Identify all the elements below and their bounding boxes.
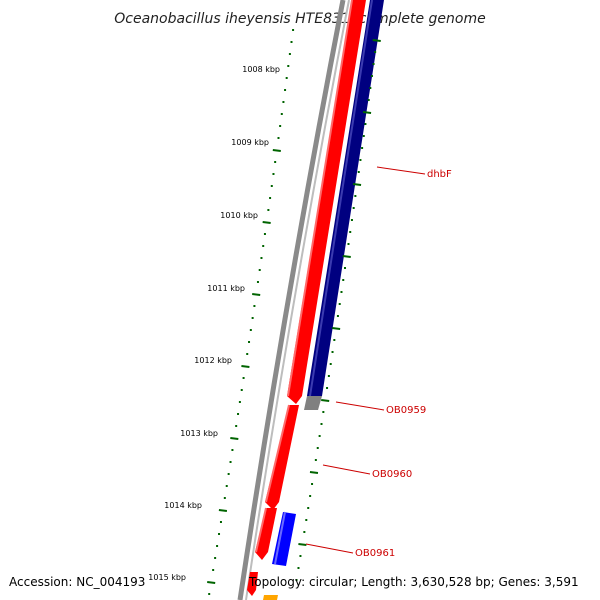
gene-forward-ob0961 bbox=[255, 507, 277, 560]
tick-mark bbox=[362, 111, 372, 114]
kbp-label: 1009 kbp bbox=[231, 138, 269, 147]
tick-mark bbox=[298, 543, 307, 546]
genome-backbone bbox=[237, 0, 350, 600]
kbp-label: 1011 kbp bbox=[207, 284, 245, 293]
tick-mark bbox=[207, 581, 216, 584]
kbp-labels: 1008 kbp 1009 kbp 1010 kbp 1011 kbp 1012… bbox=[148, 65, 280, 582]
gene-forward-ob0960 bbox=[265, 404, 299, 510]
gene-reverse-ob0961-blue bbox=[272, 511, 296, 566]
left-tick-column bbox=[207, 29, 295, 595]
tick-mark bbox=[272, 149, 281, 152]
accession-text: Accession: NC_004193 bbox=[9, 575, 145, 589]
tick-mark bbox=[230, 437, 239, 440]
tick-mark bbox=[321, 399, 330, 402]
tick-mark bbox=[332, 327, 341, 330]
gene-orange bbox=[263, 595, 278, 600]
gene-label-lines bbox=[305, 166, 426, 554]
kbp-label: 1014 kbp bbox=[164, 501, 202, 510]
tick-mark bbox=[241, 365, 250, 368]
kbp-label: 1015 kbp bbox=[148, 573, 186, 582]
right-tick-column bbox=[295, 39, 381, 581]
tick-mark bbox=[262, 221, 271, 224]
tick-mark bbox=[352, 183, 362, 186]
tick-mark bbox=[252, 293, 261, 296]
tick-mark bbox=[218, 509, 228, 512]
gene-label-ob0960: OB0960 bbox=[372, 469, 412, 480]
kbp-label: 1010 kbp bbox=[220, 211, 258, 220]
topology-text: Topology: circular; Length: 3,630,528 bp… bbox=[248, 575, 579, 589]
gene-forward-small bbox=[247, 572, 258, 596]
gene-label-ob0961: OB0961 bbox=[355, 548, 395, 559]
gene-forward-long bbox=[287, 0, 366, 404]
tick-mark bbox=[309, 471, 319, 474]
gene-label-dhbf: dhbF bbox=[427, 169, 452, 180]
map-title: Oceanobacillus iheyensis HTE831, complet… bbox=[114, 11, 485, 27]
tick-mark bbox=[372, 39, 381, 42]
gene-label-ob0959: OB0959 bbox=[386, 405, 426, 416]
kbp-label: 1008 kbp bbox=[242, 65, 280, 74]
kbp-label: 1013 kbp bbox=[180, 429, 218, 438]
gene-reverse-ob0959 bbox=[304, 396, 322, 410]
gene-reverse-dhbf bbox=[307, 0, 384, 397]
tick-mark bbox=[342, 255, 351, 258]
gene-labels: dhbF OB0959 OB0960 OB0961 bbox=[355, 169, 452, 559]
kbp-label: 1012 kbp bbox=[194, 356, 232, 365]
